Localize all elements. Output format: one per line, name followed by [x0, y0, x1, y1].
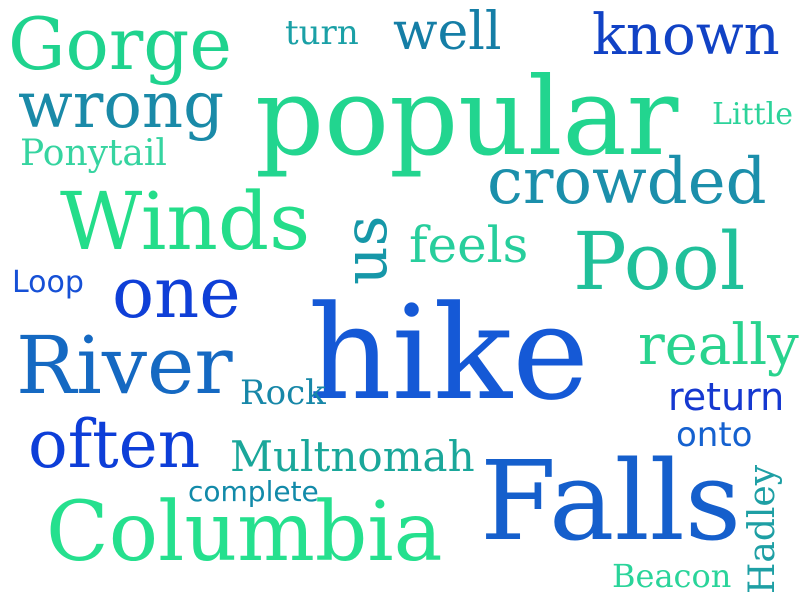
- word-multnomah: Multnomah: [230, 432, 475, 481]
- word-hike: hike: [308, 277, 590, 429]
- word-well: well: [393, 2, 502, 62]
- word-popular: popular: [255, 55, 679, 180]
- word-pool: Pool: [573, 215, 746, 308]
- word-one: one: [112, 252, 241, 334]
- word-winds: Winds: [60, 175, 311, 268]
- word-turn: turn: [285, 13, 359, 53]
- word-feels: feels: [409, 216, 529, 274]
- word-rock: Rock: [240, 373, 326, 413]
- word-hadley: Hadley: [742, 464, 783, 594]
- word-beacon: Beacon: [612, 557, 732, 595]
- word-little: Little: [712, 97, 793, 132]
- word-columbia: Columbia: [46, 485, 443, 580]
- word-gorge: Gorge: [8, 2, 232, 86]
- word-wrong: wrong: [18, 69, 225, 143]
- word-often: often: [28, 406, 201, 483]
- word-loop: Loop: [12, 265, 84, 300]
- word-falls: Falls: [480, 437, 742, 565]
- word-river: River: [16, 319, 233, 412]
- word-return: return: [668, 375, 785, 419]
- word-us: us: [331, 215, 401, 285]
- word-onto: onto: [676, 415, 753, 455]
- word-known: known: [592, 3, 780, 68]
- word-ponytail: Ponytail: [20, 133, 167, 174]
- word-complete: complete: [188, 475, 319, 508]
- word-crowded: crowded: [487, 145, 767, 219]
- word-really: really: [638, 313, 799, 378]
